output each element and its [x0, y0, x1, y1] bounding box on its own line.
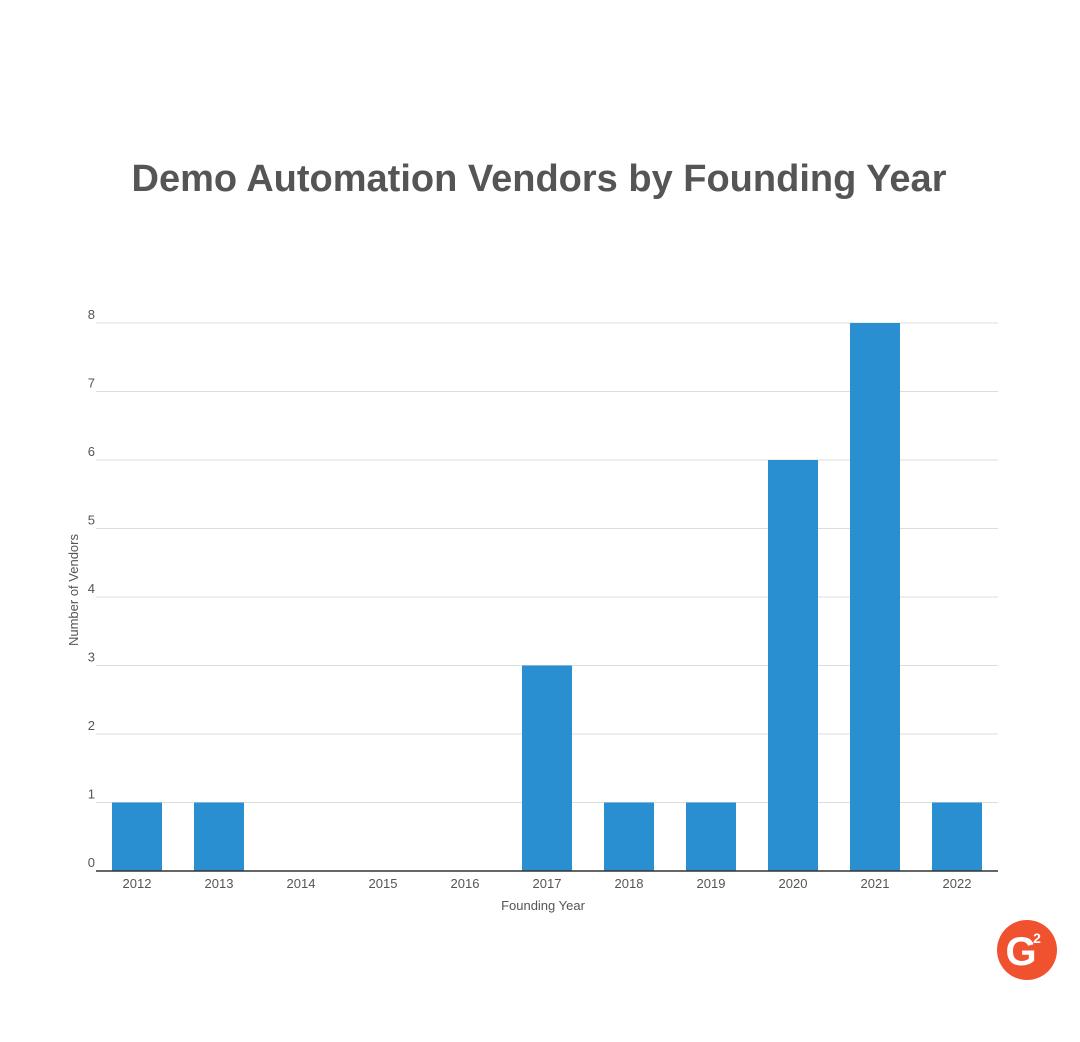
x-tick-label: 2022: [943, 876, 972, 891]
x-axis-title: Founding Year: [501, 898, 586, 913]
x-tick-label: 2012: [123, 876, 152, 891]
y-tick-label: 7: [88, 376, 95, 391]
x-tick-label: 2014: [287, 876, 316, 891]
x-tick-label: 2016: [451, 876, 480, 891]
y-tick-label: 4: [88, 581, 95, 596]
x-tick-label: 2021: [861, 876, 890, 891]
x-tick-label: 2018: [615, 876, 644, 891]
x-tick-label: 2017: [533, 876, 562, 891]
y-tick-label: 2: [88, 718, 95, 733]
logo-letter: G: [1005, 930, 1036, 974]
logo-circle: [997, 920, 1057, 980]
y-tick-label: 3: [88, 650, 95, 665]
x-tick-label: 2020: [779, 876, 808, 891]
logo: G 2: [997, 920, 1057, 980]
y-axis-title: Number of Vendors: [66, 534, 81, 647]
chart-title: Demo Automation Vendors by Founding Year: [132, 158, 947, 200]
y-tick-label: 1: [88, 787, 95, 802]
bar: [932, 802, 982, 871]
logo-superscript: 2: [1033, 930, 1041, 946]
x-tick-label: 2015: [369, 876, 398, 891]
y-tick-label: 5: [88, 513, 95, 528]
x-tick-label: 2019: [697, 876, 726, 891]
y-tick-label: 8: [88, 307, 95, 322]
y-tick-label: 6: [88, 444, 95, 459]
bar: [768, 460, 818, 871]
bar: [522, 665, 572, 871]
bar: [686, 802, 736, 871]
x-tick-label: 2013: [205, 876, 234, 891]
bar: [194, 802, 244, 871]
y-tick-label: 0: [88, 855, 95, 870]
bar: [604, 802, 654, 871]
bar: [112, 802, 162, 871]
bar: [850, 323, 900, 871]
